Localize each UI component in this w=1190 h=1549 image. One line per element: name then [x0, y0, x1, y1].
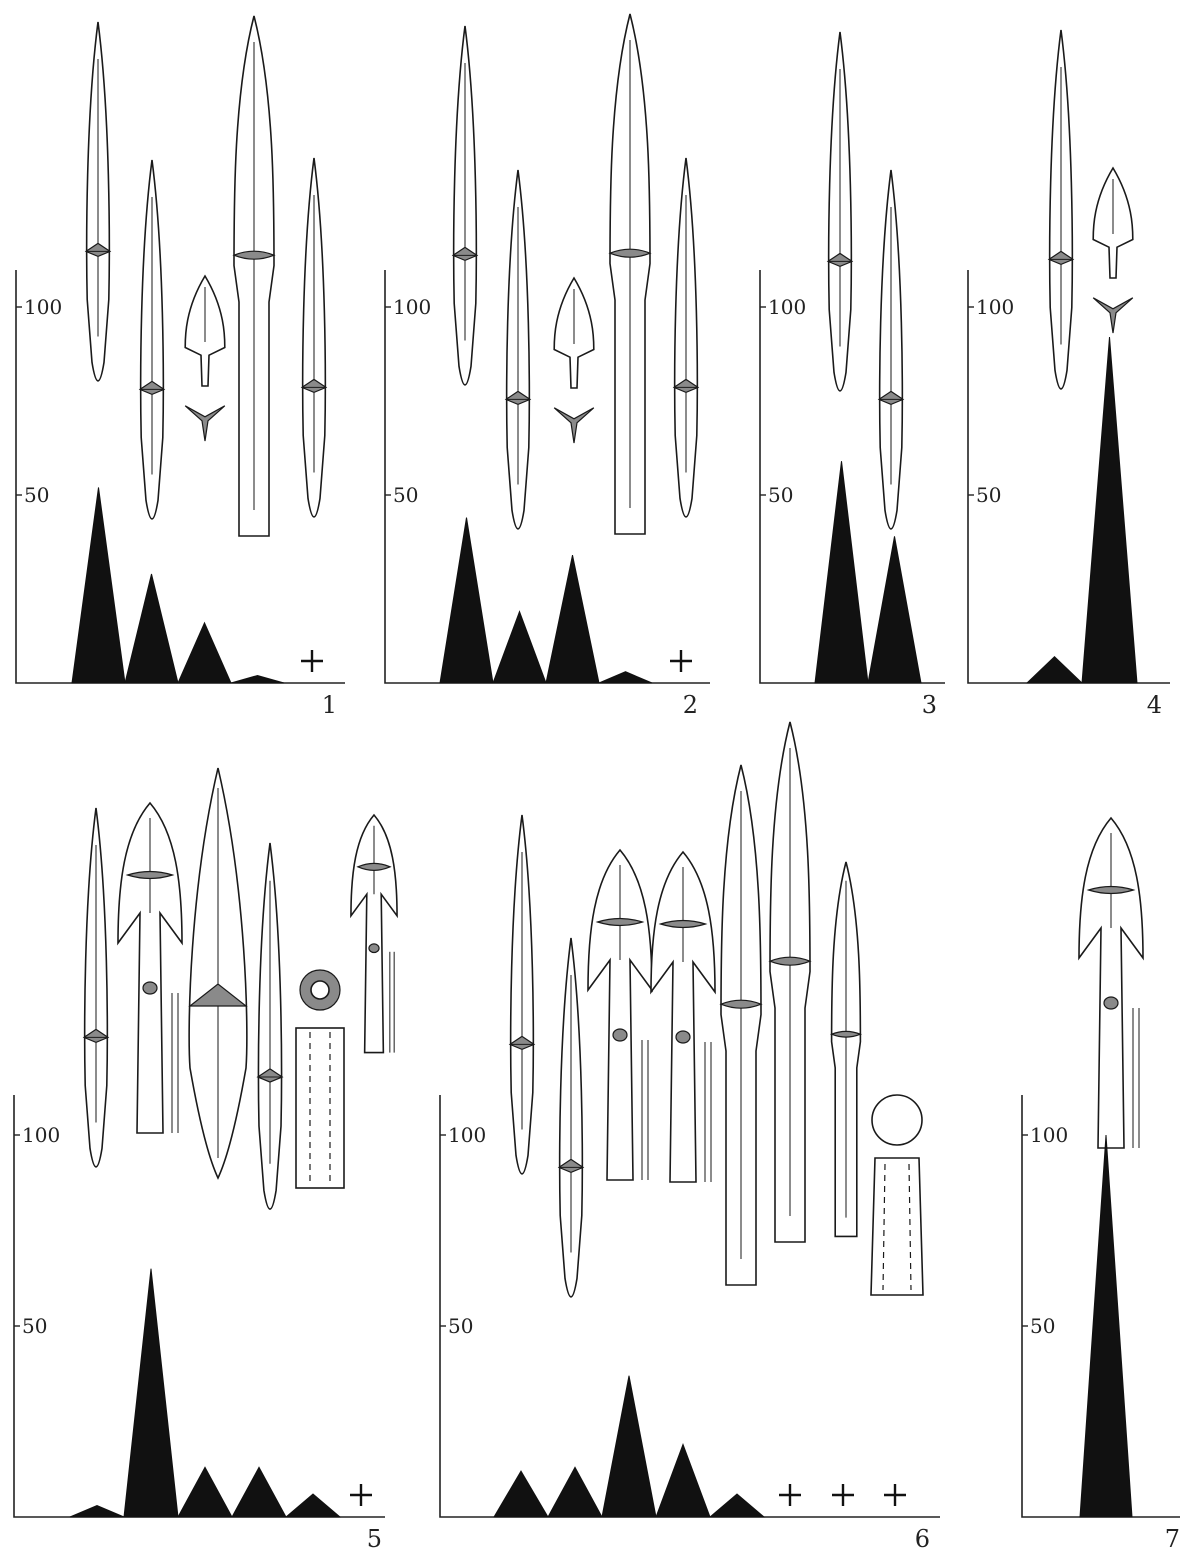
peak-mark	[123, 1268, 179, 1518]
peak-mark	[69, 1504, 125, 1518]
y-tick-label: 50	[22, 1314, 47, 1338]
chart-panel-7: 100 50 7	[1021, 816, 1180, 1549]
panel-label: 2	[683, 691, 698, 719]
y-tick-label: 100	[976, 295, 1014, 319]
artifact-drawings	[508, 721, 924, 1298]
cross-section-icon	[553, 407, 595, 444]
peak-mark	[1081, 337, 1138, 684]
y-tick-label: 100	[768, 295, 806, 319]
y-tick-label: 50	[976, 483, 1001, 507]
artifact-drawings	[1047, 29, 1134, 390]
peak-mark	[71, 487, 126, 684]
y-tick-label: 100	[393, 295, 431, 319]
panel-label: 3	[922, 691, 937, 719]
axis-line	[384, 270, 710, 684]
y-tick-label: 50	[1030, 1314, 1055, 1338]
artifact-drawings	[1078, 816, 1144, 1149]
absent-marker	[779, 1484, 801, 1506]
y-tick-label: 50	[448, 1314, 473, 1338]
y-tick-label: 50	[393, 483, 418, 507]
artifact-drawings	[82, 767, 398, 1210]
peak-mark	[284, 1493, 342, 1518]
peak-mark	[1025, 655, 1084, 684]
tube-icon	[870, 1157, 924, 1296]
y-tick-label: 50	[24, 483, 49, 507]
y-tick-label: 100	[24, 295, 62, 319]
panel-label: 7	[1165, 1525, 1180, 1549]
cross-section-icon	[184, 405, 226, 442]
cross-section-icon	[719, 999, 763, 1009]
artifact-drawings	[451, 13, 700, 535]
chart-panel-1: 100 50 1	[15, 15, 345, 719]
axis-line	[15, 270, 345, 684]
peak-mark	[1079, 1134, 1133, 1518]
peak-mark	[601, 1375, 657, 1518]
cross-section-icon	[232, 250, 276, 260]
artifact-drawings	[826, 31, 905, 530]
peak-mark	[493, 1470, 549, 1518]
arrowhead-icon	[650, 850, 716, 1183]
cross-section-icon	[595, 917, 645, 927]
y-tick-label: 100	[22, 1123, 60, 1147]
cross-section-icon	[608, 248, 652, 258]
peak-mark	[492, 610, 547, 684]
absent-marker	[350, 1484, 372, 1506]
cross-section-icon	[658, 919, 708, 929]
peak-mark	[655, 1442, 711, 1518]
peak-mark	[124, 573, 179, 684]
chart-panel-2: 100 50 2	[384, 13, 710, 719]
peak-mark	[545, 555, 600, 684]
cross-section-icon	[1086, 885, 1136, 895]
panel-label: 1	[322, 691, 337, 719]
absent-marker	[670, 650, 692, 672]
chart-panel-6: 100 50 6	[439, 721, 940, 1549]
ring-icon	[871, 1094, 923, 1146]
absent-marker	[301, 650, 323, 672]
peak-mark	[708, 1493, 766, 1518]
chart-panel-5: 100 50 5	[13, 767, 398, 1549]
peak-mark	[867, 536, 922, 684]
cross-section-icon	[125, 870, 175, 880]
peak-mark	[814, 461, 869, 684]
cross-section-icon	[768, 956, 812, 966]
panel-label: 4	[1147, 691, 1162, 719]
arrowhead-icon	[587, 848, 653, 1181]
panel-label: 6	[915, 1525, 930, 1549]
arrowhead-icon	[350, 813, 398, 1054]
artifact-drawings	[84, 15, 328, 537]
arrowhead-icon	[1078, 816, 1144, 1149]
y-tick-label: 100	[1030, 1123, 1068, 1147]
peak-mark	[439, 517, 494, 684]
chart-panel-3: 100 50 3	[759, 31, 945, 719]
axis-line	[439, 1095, 940, 1518]
peak-mark	[177, 1466, 233, 1518]
peak-mark	[177, 621, 232, 684]
cross-section-icon	[188, 983, 248, 1007]
absent-marker	[832, 1484, 854, 1506]
tube-icon	[295, 1027, 345, 1189]
arrowhead-icon	[117, 801, 183, 1134]
cross-section-icon	[1092, 297, 1134, 334]
cross-section-icon	[356, 862, 392, 871]
peak-mark	[230, 674, 285, 684]
peak-mark	[598, 671, 653, 684]
cross-section-icon	[829, 1030, 863, 1038]
peak-mark	[547, 1466, 603, 1518]
peak-mark	[231, 1466, 287, 1518]
chart-panel-4: 100 50 4	[967, 29, 1170, 719]
absent-marker	[884, 1484, 906, 1506]
y-tick-label: 100	[448, 1123, 486, 1147]
y-tick-label: 50	[768, 483, 793, 507]
panel-label: 5	[367, 1525, 382, 1549]
